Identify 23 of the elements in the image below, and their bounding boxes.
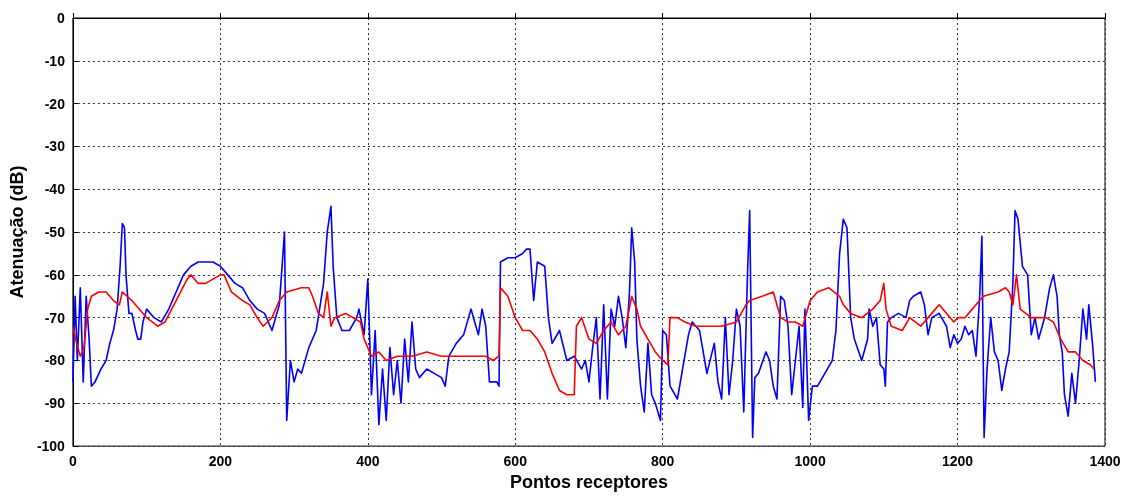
y-tick-label: 0 [57,10,66,26]
x-tick-label: 200 [208,453,233,470]
line-series [72,274,1095,396]
y-tick-label: -50 [44,224,66,241]
y-tick-label: -40 [44,181,66,198]
y-tick-label: -20 [44,95,66,112]
x-tick-label: 400 [356,453,380,470]
y-tick-label: -90 [44,395,66,412]
y-tick-label: -10 [44,52,66,69]
y-tick-label: -30 [44,138,66,155]
x-tick-label: 1400 [1089,453,1121,470]
y-tick-label: -70 [44,309,66,326]
x-axis-title: Pontos receptores [509,472,668,492]
x-tick-label: 1200 [941,453,974,470]
y-tick-label: -100 [36,438,66,455]
x-tick-label: 600 [503,453,528,470]
x-tick-label: 1000 [794,453,826,470]
y-tick-label: -60 [44,266,66,283]
x-tick-label: 800 [651,453,675,470]
y-axis-title: Atenuação (dB) [7,165,27,299]
x-tick-label: 0 [69,453,78,470]
y-tick-label: -80 [44,352,66,369]
line-series [72,205,1097,439]
